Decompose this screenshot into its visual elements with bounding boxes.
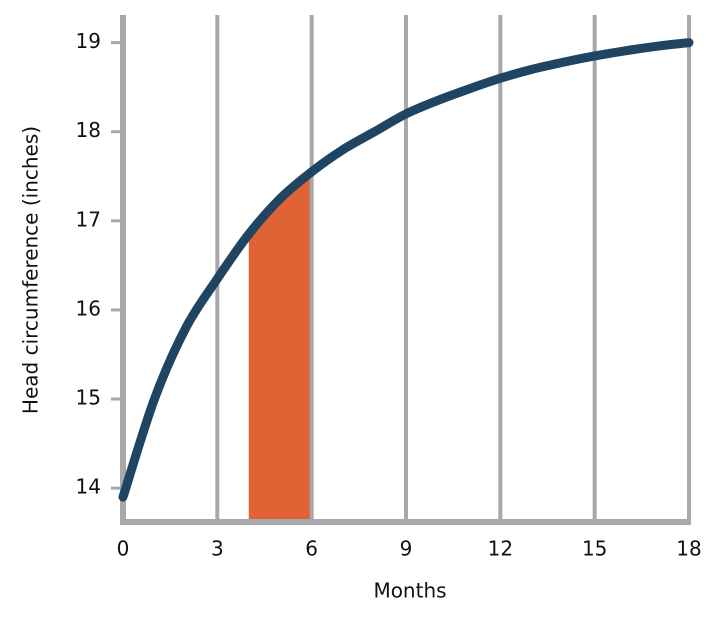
x-axis-label: Months — [373, 579, 446, 603]
y-tick-label: 14 — [76, 475, 101, 499]
x-tick-label: 3 — [211, 537, 224, 561]
x-tick-label: 12 — [488, 537, 513, 561]
x-tick-label: 15 — [582, 537, 607, 561]
y-tick-label: 19 — [76, 29, 101, 53]
y-tick-label: 17 — [76, 207, 101, 231]
highlight-area — [248, 171, 312, 522]
x-tick-label: 18 — [676, 537, 701, 561]
y-tick-label: 15 — [76, 386, 101, 410]
x-tick-label: 6 — [305, 537, 318, 561]
x-tick-label: 9 — [400, 537, 413, 561]
y-tick-label: 16 — [76, 296, 101, 320]
y-tick-label: 18 — [76, 118, 101, 142]
y-axis-label: Head circumference (inches) — [19, 126, 43, 414]
x-tick-label: 0 — [117, 537, 130, 561]
data-line — [118, 38, 694, 502]
